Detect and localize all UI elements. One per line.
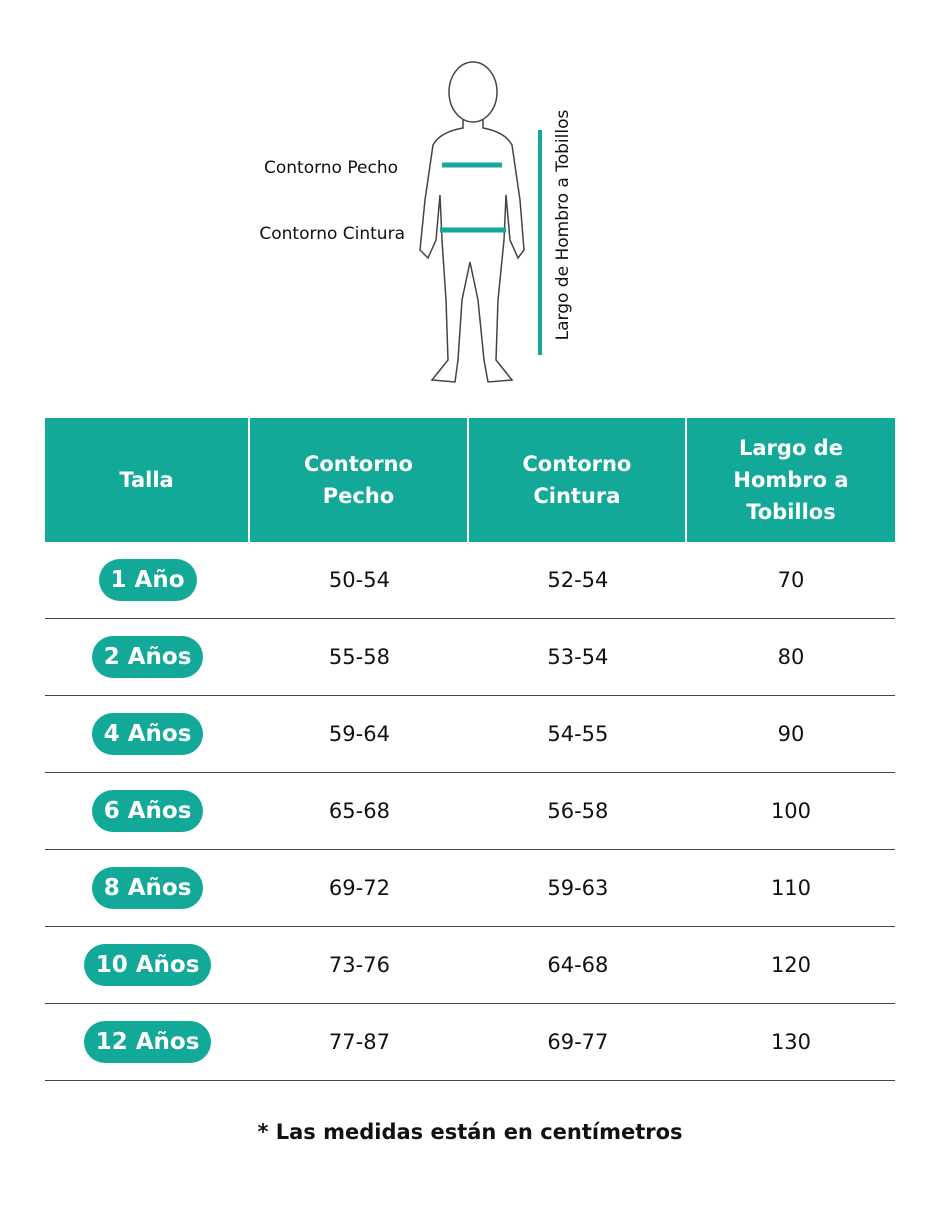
size-pill: 8 Años bbox=[91, 867, 204, 909]
measure-cell: 73-76 bbox=[250, 927, 469, 1004]
measure-cell: 59-63 bbox=[468, 850, 687, 927]
table-body: 1 Año 50-54 52-54 70 2 Años 55-58 53-54 80 4 Año… bbox=[45, 542, 895, 1081]
table-row: 8 Años 69-72 59-63 110 bbox=[45, 850, 895, 927]
measure-cell: 50-54 bbox=[250, 542, 469, 619]
measure-cell: 52-54 bbox=[468, 542, 687, 619]
size-cell: 2 Años bbox=[45, 619, 251, 696]
table-row: 4 Años 59-64 54-55 90 bbox=[45, 696, 895, 773]
measure-cell: 69-77 bbox=[468, 1004, 687, 1081]
size-pill: 12 Años bbox=[83, 1021, 212, 1063]
size-cell: 1 Año bbox=[45, 542, 251, 619]
size-cell: 6 Años bbox=[45, 773, 251, 850]
header-cell: Largo de Hombro a Tobillos bbox=[686, 418, 895, 542]
table-row: 1 Año 50-54 52-54 70 bbox=[45, 542, 895, 619]
measure-cell: 130 bbox=[686, 1004, 895, 1081]
size-cell: 10 Años bbox=[45, 927, 251, 1004]
measure-cell: 65-68 bbox=[250, 773, 469, 850]
size-pill: 10 Años bbox=[83, 944, 212, 986]
measure-cell: 54-55 bbox=[468, 696, 687, 773]
header-cell: Contorno Cintura bbox=[468, 418, 687, 542]
footnote: * Las medidas están en centímetros bbox=[257, 1120, 683, 1144]
size-cell: 8 Años bbox=[45, 850, 251, 927]
table-row: 2 Años 55-58 53-54 80 bbox=[45, 619, 895, 696]
measure-cell: 77-87 bbox=[250, 1004, 469, 1081]
table-row: 10 Años 73-76 64-68 120 bbox=[45, 927, 895, 1004]
size-pill: 1 Año bbox=[98, 559, 197, 601]
measure-cell: 120 bbox=[686, 927, 895, 1004]
measure-cell: 59-64 bbox=[250, 696, 469, 773]
header-cell: Contorno Pecho bbox=[250, 418, 469, 542]
size-pill: 4 Años bbox=[91, 713, 204, 755]
measure-cell: 56-58 bbox=[468, 773, 687, 850]
size-pill: 2 Años bbox=[91, 636, 204, 678]
measure-cell: 69-72 bbox=[250, 850, 469, 927]
size-pill: 6 Años bbox=[91, 790, 204, 832]
measure-cell: 90 bbox=[686, 696, 895, 773]
size-cell: 4 Años bbox=[45, 696, 251, 773]
header-cell: Talla bbox=[45, 418, 251, 542]
size-cell: 12 Años bbox=[45, 1004, 251, 1081]
measure-cell: 80 bbox=[686, 619, 895, 696]
length-label: Largo de Hombro a Tobillos bbox=[553, 109, 573, 341]
waist-label: Contorno Cintura bbox=[259, 224, 405, 244]
table-row: 12 Años 77-87 69-77 130 bbox=[45, 1004, 895, 1081]
measure-cell: 70 bbox=[686, 542, 895, 619]
chest-label: Contorno Pecho bbox=[263, 158, 398, 178]
measure-cell: 53-54 bbox=[468, 619, 687, 696]
measure-cell: 110 bbox=[686, 850, 895, 927]
table-row: 6 Años 65-68 56-58 100 bbox=[45, 773, 895, 850]
size-table: Talla Contorno Pecho Contorno Cintura Largo… bbox=[45, 418, 895, 1081]
measure-cell: 55-58 bbox=[250, 619, 469, 696]
measure-cell: 100 bbox=[686, 773, 895, 850]
child-figure bbox=[419, 61, 542, 383]
measure-cell: 64-68 bbox=[468, 927, 687, 1004]
header-row: Talla Contorno Pecho Contorno Cintura Largo… bbox=[45, 418, 895, 542]
